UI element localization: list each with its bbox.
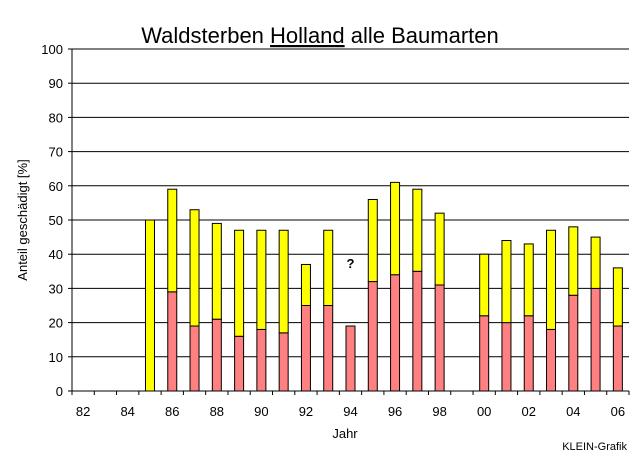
bar-upper xyxy=(144,219,155,392)
x-tick-label: 02 xyxy=(522,404,536,419)
x-tick-label: 86 xyxy=(165,404,179,419)
y-tick-label: 50 xyxy=(49,213,63,228)
gridlines xyxy=(72,48,629,358)
bar-upper xyxy=(523,243,534,317)
bar-lower xyxy=(479,315,490,392)
y-tick-label: 70 xyxy=(49,145,63,160)
bar-upper xyxy=(189,209,200,327)
bar-lower xyxy=(300,305,311,392)
x-tick-label: 98 xyxy=(432,404,446,419)
bar-lower xyxy=(590,287,601,392)
bar-lower xyxy=(412,270,423,392)
bar-upper xyxy=(412,188,423,272)
chart-title: Waldsterben Holland alle Baumarten xyxy=(141,23,499,48)
bar-upper xyxy=(479,253,490,317)
x-tick-label: 82 xyxy=(76,404,90,419)
y-tick-label: 30 xyxy=(49,281,63,296)
bar-lower xyxy=(523,315,534,392)
bar-upper xyxy=(568,226,579,296)
y-tick-label: 0 xyxy=(56,384,63,399)
bar-lower xyxy=(367,281,378,392)
bar-upper xyxy=(434,212,445,286)
x-tick-label: 84 xyxy=(120,404,134,419)
x-axis-label: Jahr xyxy=(332,426,358,441)
x-tick-label: 92 xyxy=(299,404,313,419)
y-tick-label: 40 xyxy=(49,247,63,262)
bar-upper xyxy=(167,188,178,293)
title-suffix: alle Baumarten xyxy=(345,23,499,48)
y-tick-label: 100 xyxy=(41,42,63,57)
axes xyxy=(68,48,630,395)
bar-lower xyxy=(434,284,445,392)
bar-upper xyxy=(234,229,245,337)
bar-lower xyxy=(390,274,401,392)
bar-lower xyxy=(546,328,557,392)
bar-lower xyxy=(189,325,200,392)
bar-lower xyxy=(256,328,267,392)
y-tick-label: 80 xyxy=(49,110,63,125)
bar-lower xyxy=(568,294,579,392)
bar-lower xyxy=(612,325,623,392)
bar-upper xyxy=(367,198,378,283)
bar-lower xyxy=(501,322,512,392)
x-tick-label: 90 xyxy=(254,404,268,419)
x-tick-label: 96 xyxy=(388,404,402,419)
x-tick-label: 94 xyxy=(343,404,357,419)
y-tick-labels: 0 10 20 30 40 50 60 70 80 90 100 xyxy=(41,42,63,399)
bar-upper xyxy=(323,229,334,306)
bar-upper xyxy=(546,229,557,330)
title-emphasis: Holland xyxy=(270,23,345,48)
bar-lower xyxy=(278,332,289,392)
title-prefix: Waldsterben xyxy=(141,23,270,48)
bar-lower xyxy=(167,291,178,392)
credit-label: KLEIN-Grafik xyxy=(562,441,627,453)
x-tick-label: 00 xyxy=(477,404,491,419)
bar-upper xyxy=(612,267,623,327)
bar-upper xyxy=(278,229,289,334)
bar-upper xyxy=(501,240,512,324)
y-tick-label: 20 xyxy=(49,316,63,331)
y-axis-label: Anteil geschädigt [%] xyxy=(15,159,30,280)
x-tick-label: 04 xyxy=(566,404,580,419)
bar-upper xyxy=(390,181,401,276)
bar-lower xyxy=(211,318,222,392)
bar-lower xyxy=(234,335,245,392)
x-tick-label: 06 xyxy=(611,404,625,419)
bar-upper xyxy=(211,222,222,320)
bar-upper xyxy=(256,229,267,330)
bar-upper xyxy=(300,263,311,306)
bar-upper xyxy=(590,236,601,289)
annotations: ? xyxy=(347,256,355,271)
y-tick-label: 60 xyxy=(49,179,63,194)
bar-lower xyxy=(345,325,356,392)
y-tick-label: 90 xyxy=(49,76,63,91)
x-tick-labels: 82 84 86 88 90 92 94 96 98 00 02 04 06 xyxy=(76,404,625,419)
y-tick-label: 10 xyxy=(49,350,63,365)
bars xyxy=(144,181,623,392)
annotation-label: ? xyxy=(347,256,355,271)
x-tick-label: 88 xyxy=(210,404,224,419)
bar-lower xyxy=(323,305,334,392)
